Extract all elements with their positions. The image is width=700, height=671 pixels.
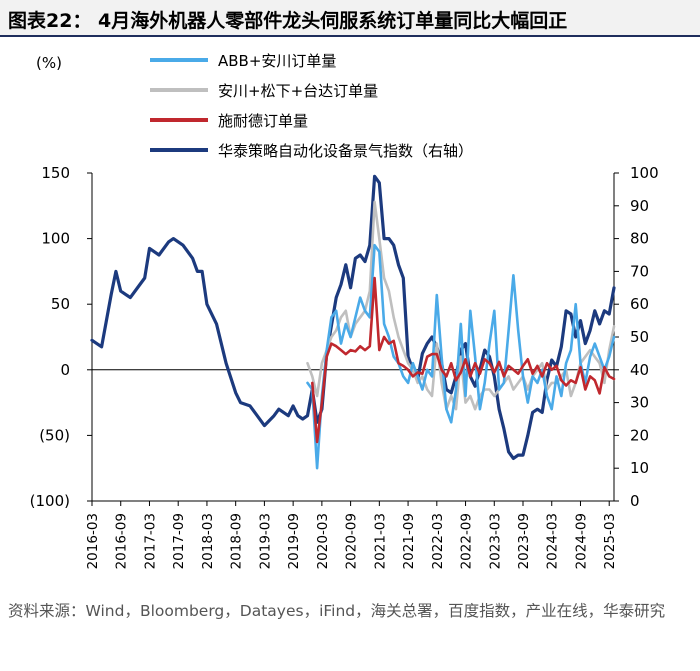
right-tick-label: 0 bbox=[630, 492, 640, 510]
x-tick-label: 2025-03 bbox=[602, 513, 618, 569]
x-tick-label: 2018-09 bbox=[229, 513, 245, 569]
x-tick-label: 2017-03 bbox=[142, 513, 158, 569]
x-tick-label: 2021-03 bbox=[372, 513, 388, 569]
x-tick-label: 2018-03 bbox=[200, 513, 216, 569]
right-tick-label: 30 bbox=[630, 394, 649, 412]
left-tick-label: 50 bbox=[51, 295, 70, 313]
right-tick-label: 70 bbox=[630, 262, 649, 280]
x-tick-label: 2016-09 bbox=[114, 513, 130, 569]
chart-axes: (%)150100500(50)(100)1009080706050403020… bbox=[30, 54, 659, 569]
series-line-3 bbox=[310, 276, 616, 444]
series-line-4 bbox=[90, 174, 616, 460]
source-note: 资料来源：Wind，Bloomberg，Datayes，iFind，海关总署，百… bbox=[8, 602, 666, 620]
title-bar: 图表22： 4月海外机器人零部件龙头伺服系统订单量同比大幅回正 bbox=[0, 0, 700, 37]
legend-label-3: 施耐德订单量 bbox=[218, 112, 308, 130]
legend-label-4: 华泰策略自动化设备景气指数（右轴） bbox=[218, 142, 473, 160]
line-chart: (%)150100500(50)(100)1009080706050403020… bbox=[30, 52, 659, 569]
right-tick-label: 20 bbox=[630, 426, 649, 444]
series-line-2 bbox=[306, 200, 616, 411]
x-tick-label: 2023-03 bbox=[487, 513, 503, 569]
left-tick-label: 0 bbox=[60, 361, 70, 379]
right-tick-label: 60 bbox=[630, 295, 649, 313]
right-tick-label: 80 bbox=[630, 230, 649, 248]
x-tick-label: 2024-09 bbox=[573, 513, 589, 569]
x-tick-label: 2019-09 bbox=[286, 513, 302, 569]
legend-label-1: ABB+安川订单量 bbox=[218, 52, 336, 70]
x-tick-label: 2020-03 bbox=[315, 513, 331, 569]
x-tick-label: 2022-03 bbox=[430, 513, 446, 569]
right-tick-label: 90 bbox=[630, 197, 649, 215]
left-tick-label: (100) bbox=[30, 492, 70, 510]
chart-series bbox=[90, 174, 616, 470]
x-tick-label: 2023-09 bbox=[516, 513, 532, 569]
x-tick-label: 2022-09 bbox=[459, 513, 475, 569]
left-axis-unit: (%) bbox=[36, 54, 62, 72]
left-tick-label: 100 bbox=[41, 230, 70, 248]
right-tick-label: 50 bbox=[630, 328, 649, 346]
left-tick-label: (50) bbox=[39, 426, 70, 444]
right-tick-label: 40 bbox=[630, 361, 649, 379]
legend-label-2: 安川+松下+台达订单量 bbox=[218, 82, 378, 100]
x-tick-label: 2021-09 bbox=[401, 513, 417, 569]
chart-title: 图表22： 4月海外机器人零部件龙头伺服系统订单量同比大幅回正 bbox=[8, 10, 568, 32]
chart-legend: ABB+安川订单量安川+松下+台达订单量施耐德订单量华泰策略自动化设备景气指数（… bbox=[150, 52, 473, 160]
right-tick-label: 100 bbox=[630, 164, 659, 182]
x-tick-label: 2024-03 bbox=[545, 513, 561, 569]
series-line-1 bbox=[306, 243, 616, 470]
right-tick-label: 10 bbox=[630, 459, 649, 477]
x-tick-label: 2016-03 bbox=[85, 513, 101, 569]
left-tick-label: 150 bbox=[41, 164, 70, 182]
x-tick-label: 2017-09 bbox=[171, 513, 187, 569]
x-tick-label: 2019-03 bbox=[257, 513, 273, 569]
x-tick-label: 2020-09 bbox=[344, 513, 360, 569]
